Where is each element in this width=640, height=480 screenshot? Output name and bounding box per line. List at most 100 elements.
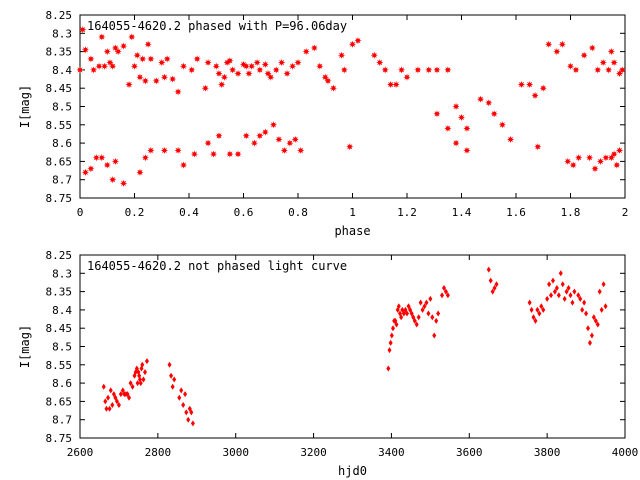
y-tick-label: 8.45 [46, 82, 73, 95]
data-point [242, 62, 250, 70]
data-point [463, 146, 471, 155]
unphased-light-curve-panel: 164055-4620.2 not phased light curve hjd… [18, 249, 638, 478]
y-tick-label: 8.4 [52, 64, 72, 77]
y-tick-label: 8.75 [46, 432, 73, 445]
data-point [578, 295, 583, 302]
data-point [184, 409, 189, 416]
data-point [189, 409, 194, 416]
y-tick-label: 8.25 [46, 249, 73, 262]
data-point [572, 288, 577, 295]
data-point [396, 303, 401, 310]
y-tick-label: 8.55 [46, 119, 73, 132]
data-point [261, 60, 269, 69]
data-point [201, 84, 209, 92]
data-point [615, 69, 624, 78]
data-point [376, 58, 384, 67]
data-point [584, 310, 589, 317]
data-point [589, 332, 594, 339]
data-point [226, 57, 234, 65]
data-point [98, 154, 106, 162]
data-point [591, 314, 596, 321]
data-point [397, 66, 406, 74]
data-point [79, 26, 87, 34]
data-point [416, 314, 421, 321]
y-tick-label: 8.3 [52, 267, 72, 280]
y-tick-label: 8.75 [46, 192, 73, 205]
data-point [111, 157, 120, 165]
x-tick-label: 2600 [67, 446, 94, 459]
data-point [81, 168, 90, 176]
data-point [127, 394, 132, 401]
data-point [144, 40, 152, 48]
data-point [81, 46, 90, 54]
data-point [179, 161, 188, 169]
data-point [541, 306, 546, 313]
data-point [564, 157, 572, 165]
data-point [399, 314, 404, 321]
data-point [107, 405, 112, 412]
data-point [550, 277, 555, 284]
data-point [329, 84, 338, 92]
data-point [229, 66, 237, 74]
y-tick-label: 8.65 [46, 395, 73, 408]
y-tick-label: 8.7 [52, 414, 72, 427]
data-point [562, 295, 567, 302]
data-point [98, 33, 106, 41]
data-point [108, 387, 113, 394]
data-point [418, 299, 423, 306]
data-point [169, 75, 177, 83]
data-point [346, 143, 354, 151]
data-point [558, 40, 566, 48]
data-point [443, 288, 448, 295]
data-point [152, 77, 160, 85]
data-point [433, 110, 441, 118]
y-tick-label: 8.3 [52, 27, 72, 40]
data-point [256, 66, 264, 74]
data-point [316, 62, 324, 70]
data-point [425, 66, 433, 74]
unphased-plot-title: 164055-4620.2 not phased light curve [87, 259, 347, 273]
phased-light-curve-panel: 164055-4620.2 phased with P=96.06day pha… [18, 9, 628, 238]
y-tick-label: 8.5 [52, 341, 72, 354]
y-tick-label: 8.55 [46, 359, 73, 372]
data-point [204, 58, 212, 67]
data-point [256, 132, 264, 140]
y-tick-label: 8.6 [52, 377, 72, 390]
data-point [133, 51, 141, 59]
data-point [242, 132, 250, 140]
data-point [585, 154, 594, 162]
data-point [381, 66, 389, 74]
data-point [539, 303, 544, 310]
data-point [392, 80, 400, 89]
data-point [128, 380, 133, 387]
data-point [566, 62, 575, 70]
data-point [143, 369, 148, 376]
data-point [87, 55, 95, 63]
data-point [405, 310, 409, 317]
data-point [212, 62, 220, 70]
data-point [138, 380, 143, 387]
data-point [605, 66, 613, 74]
unphased-x-axis-label: hjd0 [338, 464, 367, 478]
data-point [599, 306, 604, 313]
data-point [204, 139, 212, 147]
data-point [139, 55, 147, 63]
data-point [250, 139, 258, 147]
data-point [444, 66, 452, 74]
data-point [297, 146, 305, 155]
data-point [170, 383, 175, 390]
data-point [95, 62, 103, 70]
data-point [116, 402, 121, 409]
data-point [106, 394, 111, 401]
data-point [160, 146, 169, 155]
data-point [452, 102, 460, 111]
x-tick-label: 2800 [145, 446, 172, 459]
data-point [531, 314, 536, 321]
data-point [441, 284, 446, 291]
data-point [218, 80, 226, 89]
data-point [517, 80, 526, 89]
data-point [599, 58, 607, 67]
data-point [390, 325, 395, 332]
x-tick-label: 1.4 [452, 206, 472, 219]
